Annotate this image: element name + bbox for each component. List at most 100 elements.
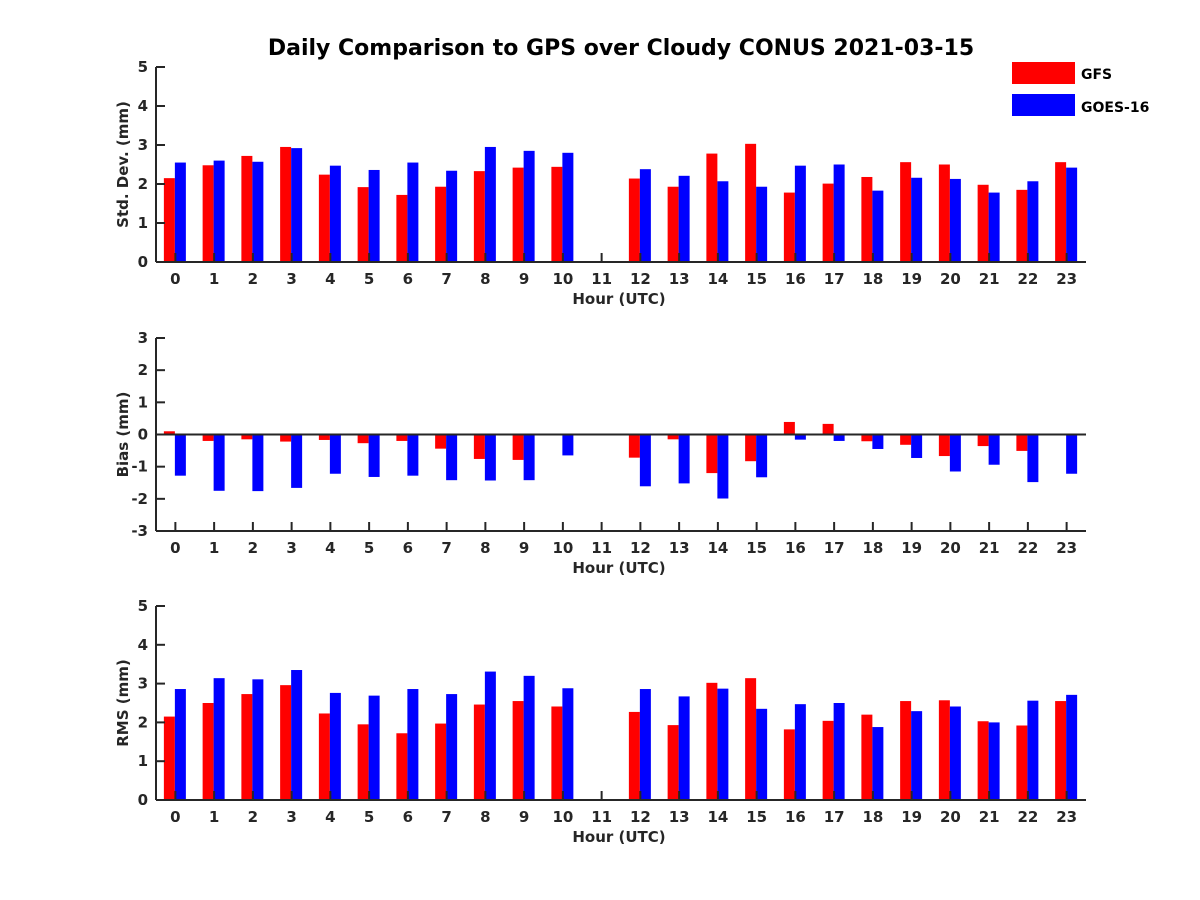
bar-gfs-hour-16 xyxy=(783,729,795,800)
bar-goes16-hour-21 xyxy=(988,434,1000,465)
bar-goes16-hour-1 xyxy=(213,678,225,800)
bar-gfs-hour-7 xyxy=(435,723,447,800)
figure-title: Daily Comparison to GPS over Cloudy CONU… xyxy=(268,36,974,61)
bar-gfs-hour-13 xyxy=(667,725,679,800)
x-tick-label: 8 xyxy=(480,270,490,288)
bar-goes16-hour-22 xyxy=(1027,181,1039,262)
y-tick-label: 3 xyxy=(138,675,148,693)
x-tick-label: 18 xyxy=(862,808,883,826)
x-tick-label: 23 xyxy=(1056,808,1077,826)
bar-gfs-hour-8 xyxy=(473,704,485,800)
bar-goes16-hour-9 xyxy=(523,434,535,481)
bar-gfs-hour-8 xyxy=(473,171,485,262)
x-tick-label: 12 xyxy=(630,808,651,826)
y-axis-label: Bias (mm) xyxy=(114,392,132,478)
bar-gfs-hour-22 xyxy=(1016,725,1028,800)
bar-gfs-hour-15 xyxy=(745,434,757,462)
x-tick-label: 3 xyxy=(286,270,296,288)
bar-goes16-hour-21 xyxy=(988,192,1000,262)
bar-goes16-hour-17 xyxy=(833,703,845,800)
bar-gfs-hour-7 xyxy=(435,186,447,262)
x-tick-label: 9 xyxy=(519,270,529,288)
x-tick-label: 19 xyxy=(901,808,922,826)
x-tick-label: 18 xyxy=(862,270,883,288)
bar-goes16-hour-4 xyxy=(329,692,341,800)
bar-goes16-hour-3 xyxy=(291,434,303,488)
bar-gfs-hour-2 xyxy=(241,694,253,800)
y-axis-label: Std. Dev. (mm) xyxy=(114,101,132,228)
bar-goes16-hour-10 xyxy=(562,152,574,262)
y-tick-label: 1 xyxy=(138,752,148,770)
y-tick-label: 1 xyxy=(138,214,148,232)
x-tick-label: 7 xyxy=(441,270,451,288)
x-tick-label: 14 xyxy=(707,808,728,826)
x-tick-label: 22 xyxy=(1017,539,1038,557)
bar-gfs-hour-10 xyxy=(551,166,563,262)
bar-goes16-hour-8 xyxy=(484,671,496,800)
bar-goes16-hour-20 xyxy=(949,434,961,472)
y-tick-label: 0 xyxy=(138,791,148,809)
bar-goes16-hour-2 xyxy=(252,161,264,262)
bar-gfs-hour-20 xyxy=(938,700,950,800)
bar-gfs-hour-9 xyxy=(512,167,524,262)
bar-gfs-hour-18 xyxy=(861,714,873,800)
x-tick-label: 13 xyxy=(669,270,690,288)
x-tick-label: 15 xyxy=(746,539,767,557)
legend-swatch-gfs xyxy=(1012,62,1075,84)
bar-goes16-hour-10 xyxy=(562,688,574,800)
bar-gfs-hour-23 xyxy=(1055,701,1067,800)
x-tick-label: 5 xyxy=(364,808,374,826)
x-tick-label: 10 xyxy=(552,539,573,557)
bar-gfs-hour-3 xyxy=(280,685,292,800)
legend-swatch-goes16 xyxy=(1012,94,1075,116)
x-tick-label: 19 xyxy=(901,270,922,288)
bar-gfs-hour-0 xyxy=(163,178,175,262)
y-tick-label: -3 xyxy=(131,522,148,540)
bar-goes16-hour-12 xyxy=(639,434,651,487)
bar-gfs-hour-21 xyxy=(977,721,989,800)
bar-goes16-hour-18 xyxy=(872,727,884,800)
x-tick-label: 3 xyxy=(286,539,296,557)
bar-goes16-hour-12 xyxy=(639,169,651,262)
bar-goes16-hour-12 xyxy=(639,689,651,800)
bar-gfs-hour-6 xyxy=(396,194,408,262)
x-tick-label: 2 xyxy=(248,808,258,826)
bar-goes16-hour-15 xyxy=(756,708,768,800)
x-tick-label: 12 xyxy=(630,539,651,557)
bar-gfs-hour-3 xyxy=(280,146,292,262)
bar-goes16-hour-8 xyxy=(484,434,496,481)
x-tick-label: 0 xyxy=(170,270,180,288)
x-tick-label: 17 xyxy=(824,270,845,288)
legend-label-goes16: GOES-16 xyxy=(1081,100,1149,116)
x-axis-label: Hour (UTC) xyxy=(572,828,665,846)
x-tick-label: 17 xyxy=(824,808,845,826)
bar-goes16-hour-18 xyxy=(872,434,884,449)
bar-gfs-hour-10 xyxy=(551,706,563,800)
bar-gfs-hour-7 xyxy=(435,434,447,449)
bar-gfs-hour-5 xyxy=(357,187,369,262)
x-tick-label: 20 xyxy=(940,539,961,557)
x-tick-label: 9 xyxy=(519,539,529,557)
x-tick-label: 11 xyxy=(591,539,612,557)
y-tick-label: 2 xyxy=(138,713,148,731)
x-tick-label: 20 xyxy=(940,808,961,826)
bar-gfs-hour-22 xyxy=(1016,189,1028,262)
bar-goes16-hour-14 xyxy=(717,181,729,262)
x-tick-label: 1 xyxy=(209,539,219,557)
bar-goes16-hour-17 xyxy=(833,434,845,441)
bar-gfs-hour-12 xyxy=(628,178,640,262)
bar-goes16-hour-1 xyxy=(213,160,225,262)
x-tick-label: 11 xyxy=(591,808,612,826)
bar-gfs-hour-19 xyxy=(900,434,912,445)
x-tick-label: 9 xyxy=(519,808,529,826)
bar-goes16-hour-6 xyxy=(407,689,419,800)
x-tick-label: 14 xyxy=(707,539,728,557)
bar-goes16-hour-22 xyxy=(1027,700,1039,800)
x-tick-label: 4 xyxy=(325,270,335,288)
x-tick-label: 8 xyxy=(480,539,490,557)
bar-goes16-hour-19 xyxy=(911,434,923,458)
bar-goes16-hour-20 xyxy=(949,706,961,800)
